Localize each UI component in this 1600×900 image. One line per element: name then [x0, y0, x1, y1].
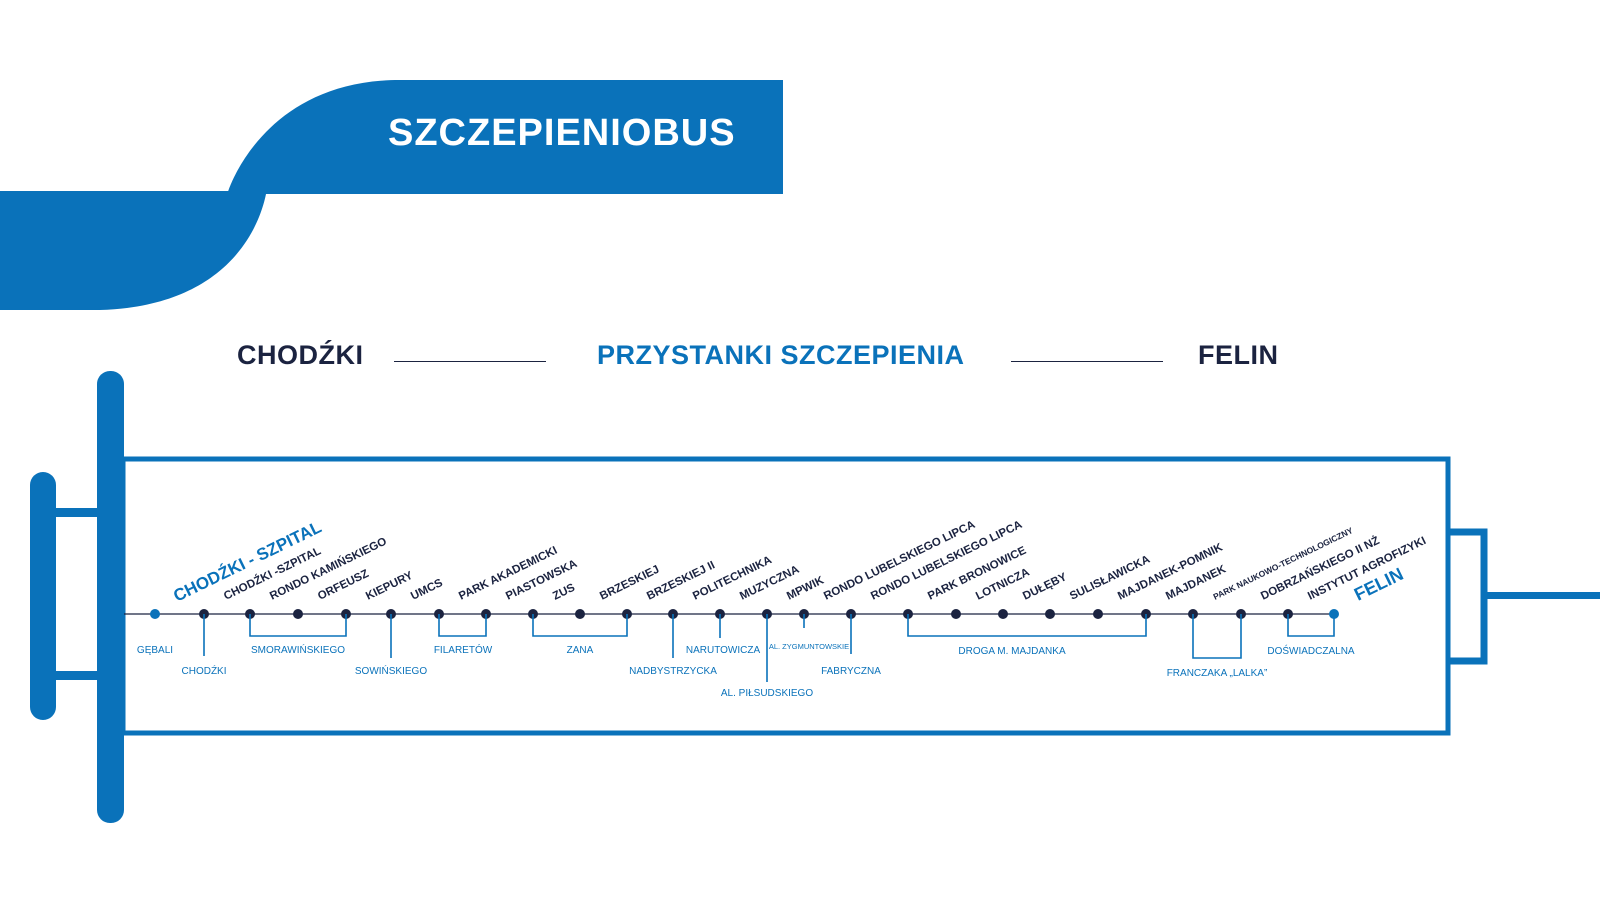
route-stop [1045, 609, 1055, 619]
route-stop [1093, 609, 1103, 619]
syringe-needle [1484, 592, 1600, 599]
header-divider-left [394, 361, 546, 362]
stop-label: POLITECHNIKA [691, 554, 774, 603]
plunger-rod-top [54, 508, 100, 517]
street-bracket [907, 614, 1147, 637]
street-label: AL. ZYGMUNTOWSKIE [769, 642, 849, 651]
syringe-barrel [120, 456, 1451, 736]
route-stop [951, 609, 961, 619]
street-bracket [532, 614, 628, 637]
syringe-tip [1448, 528, 1488, 665]
route-end-heading: FELIN [1198, 340, 1279, 370]
street-label: CHODŹKI [182, 664, 227, 677]
route-start-heading: CHODŹKI [237, 340, 364, 370]
street-label: AL. PIŁSUDSKIEGO [721, 688, 813, 699]
street-bracket [438, 614, 487, 637]
route-stop [575, 609, 585, 619]
street-label: FRANCZAKA „LALKA” [1167, 668, 1268, 679]
street-label: NADBYSTRZYCKA [629, 666, 717, 677]
street-label: DOŚWIADCZALNA [1267, 644, 1355, 657]
plunger-rod-bottom [54, 671, 100, 680]
banner-shape [0, 80, 783, 310]
route-title-heading: PRZYSTANKI SZCZEPIENIA [597, 340, 965, 370]
street-label: NARUTOWICZA [686, 645, 761, 656]
street-label: SMORAWIŃSKIEGO [251, 643, 345, 656]
stop-label: SULISŁAWICKA [1068, 554, 1152, 603]
street-label: ZANA [567, 645, 594, 656]
street-bracket [1287, 614, 1335, 637]
street-label: DROGA M. MAJDANKA [958, 646, 1066, 657]
street-label: SOWIŃSKIEGO [355, 664, 427, 677]
stop-label: KIEPURY [364, 570, 415, 603]
street-label: FABRYCZNA [821, 666, 881, 677]
route-stop-start [150, 609, 160, 619]
street-bracket [1192, 614, 1242, 659]
street-bracket [249, 614, 347, 637]
route-stop [998, 609, 1008, 619]
syringe-flange [97, 371, 124, 823]
stop-label: UMCS [409, 577, 445, 603]
street-label: GĘBALI [137, 645, 173, 656]
banner-title: SZCZEPIENIOBUS [388, 112, 736, 154]
route-stop [293, 609, 303, 619]
street-label: FILARETÓW [434, 643, 493, 656]
stop-label: ZUS [551, 582, 577, 603]
header-divider-right [1011, 361, 1163, 362]
plunger-handle [30, 472, 56, 720]
